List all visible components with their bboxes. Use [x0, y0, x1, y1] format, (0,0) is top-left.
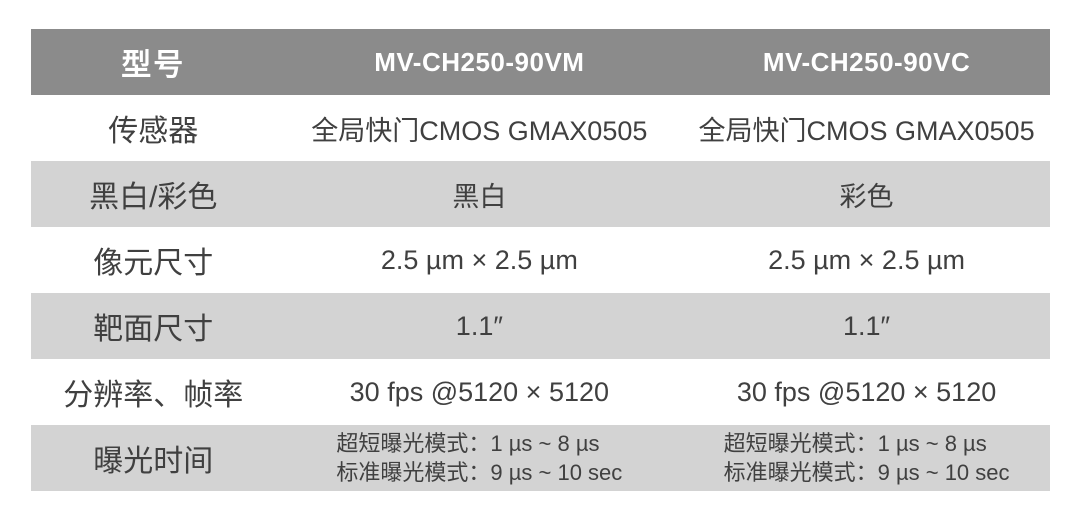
header-model-mv-ch250-90vc: MV-CH250-90VC: [762, 46, 971, 77]
row-label-exposure-time: 曝光时间: [93, 445, 214, 478]
exposure-value-vm: 超短曝光模式：1 µs ~ 8 µs 标准曝光模式：9 µs ~ 10 sec: [276, 425, 684, 491]
table-row-mono-color: 黑白/彩色 黑白 彩色: [31, 161, 1050, 227]
mono-color-value-vc: 彩色: [839, 181, 894, 212]
sensor-format-value-vm: 1.1″: [455, 310, 503, 341]
camera-spec-table: 型号 MV-CH250-90VM MV-CH250-90VC 传感器 全局快门C…: [31, 29, 1050, 491]
table-row-pixel-size: 像元尺寸 2.5 µm × 2.5 µm 2.5 µm × 2.5 µm: [31, 227, 1050, 293]
table-row-sensor-format: 靶面尺寸 1.1″ 1.1″: [31, 293, 1050, 359]
sensor-value-vm: 全局快门CMOS GMAX0505: [311, 115, 648, 146]
header-model-mv-ch250-90vm: MV-CH250-90VM: [374, 46, 585, 77]
exposure-line-standard: 标准曝光模式：9 µs ~ 10 sec: [723, 460, 1010, 485]
exposure-line-ultrashort: 超短曝光模式：1 µs ~ 8 µs: [723, 431, 987, 456]
row-label-sensor-format: 靶面尺寸: [93, 313, 214, 346]
resolution-value-vc: 30 fps @5120 × 5120: [736, 376, 997, 407]
row-label-sensor: 传感器: [108, 115, 199, 148]
exposure-value-vc: 超短曝光模式：1 µs ~ 8 µs 标准曝光模式：9 µs ~ 10 sec: [683, 425, 1050, 491]
mono-color-value-vm: 黑白: [452, 181, 507, 212]
table-row-resolution-framerate: 分辨率、帧率 30 fps @5120 × 5120 30 fps @5120 …: [31, 359, 1050, 425]
exposure-line-ultrashort: 超短曝光模式：1 µs ~ 8 µs: [336, 431, 600, 456]
row-label-resolution-framerate: 分辨率、帧率: [63, 379, 244, 412]
sensor-format-value-vc: 1.1″: [843, 310, 891, 341]
pixel-size-value-vc: 2.5 µm × 2.5 µm: [768, 244, 966, 275]
row-label-mono-color: 黑白/彩色: [89, 181, 218, 214]
header-model-label: 型号: [121, 49, 186, 82]
exposure-line-standard: 标准曝光模式：9 µs ~ 10 sec: [336, 460, 623, 485]
table-row-exposure-time: 曝光时间 超短曝光模式：1 µs ~ 8 µs 标准曝光模式：9 µs ~ 10…: [31, 425, 1050, 491]
table-row-sensor: 传感器 全局快门CMOS GMAX0505 全局快门CMOS GMAX0505: [31, 95, 1050, 161]
resolution-value-vm: 30 fps @5120 × 5120: [349, 376, 610, 407]
sensor-value-vc: 全局快门CMOS GMAX0505: [698, 115, 1035, 146]
row-label-pixel-size: 像元尺寸: [93, 247, 214, 280]
pixel-size-value-vm: 2.5 µm × 2.5 µm: [380, 244, 578, 275]
table-header-row: 型号 MV-CH250-90VM MV-CH250-90VC: [31, 29, 1050, 95]
